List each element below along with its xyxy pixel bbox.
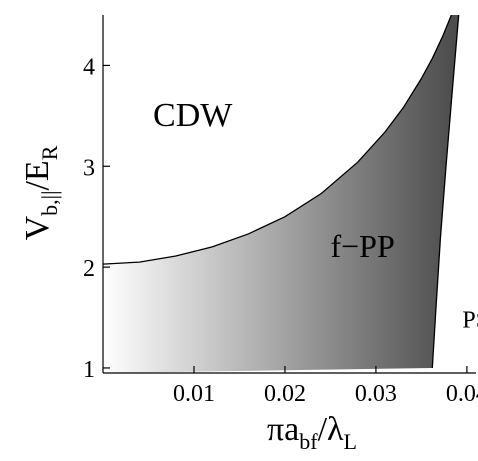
y-tick-label: 2 [83,256,95,282]
y-axis-ticks: 1 2 3 4 [83,54,110,383]
y-tick-label: 4 [83,54,95,80]
x-tick-label: 0.02 [264,381,306,407]
region-label-ps: PS [462,308,478,334]
plot-area [103,15,460,373]
x-tick-label: 0.01 [173,381,215,407]
axes [102,15,476,374]
y-axis-label: Vb,||/ER [19,145,62,240]
fpp-ps-boundary-line [431,15,460,369]
cdw-fpp-boundary-line [103,15,453,265]
x-tick-label: 0.04 [446,381,478,407]
x-axis-label: πabf/λL [267,411,357,454]
region-label-fpp: f−PP [330,228,394,264]
f-pp-region-fill [103,15,459,373]
y-tick-label: 1 [83,357,95,383]
y-tick-label: 3 [83,155,95,181]
x-axis-ticks: 0.01 0.02 0.03 0.04 [173,366,478,407]
region-label-cdw: CDW [153,97,233,134]
region-labels: CDW f−PP PS [153,97,478,334]
x-tick-label: 0.03 [355,381,397,407]
